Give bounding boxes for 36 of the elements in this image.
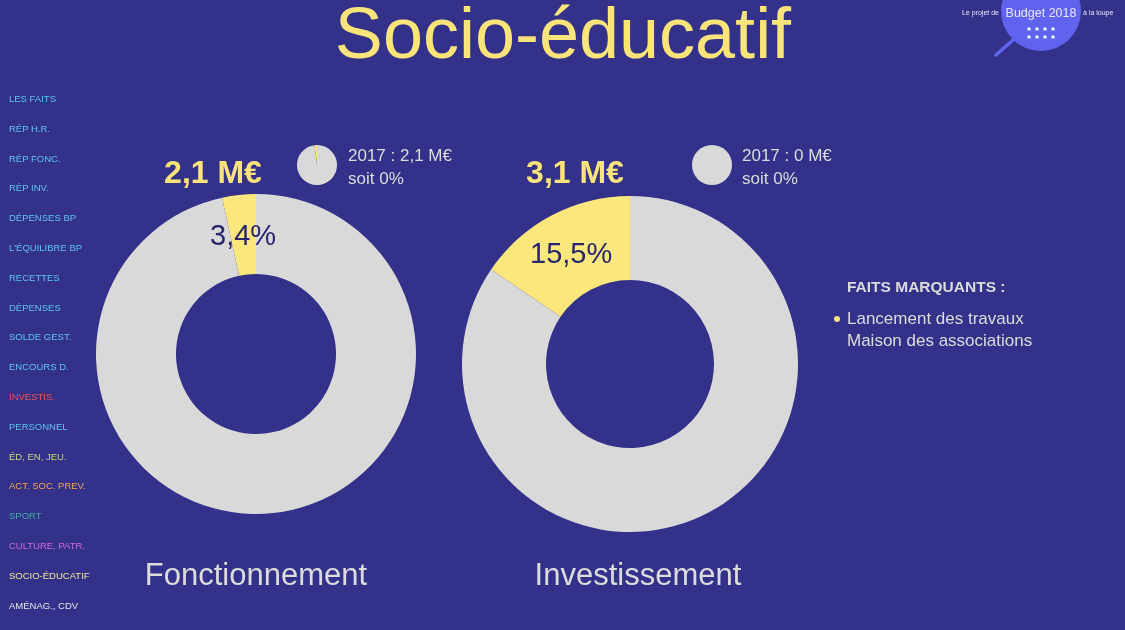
category-label: DÉPENSES xyxy=(9,301,61,314)
category-label: ACT. SOC. PREV. xyxy=(9,479,86,492)
text: Fonctionnement xyxy=(144,557,368,593)
pie-slice xyxy=(297,145,337,185)
data-label: 15,5% xyxy=(530,237,613,269)
category-label: L'ÉQUILIBRE BP xyxy=(9,241,83,254)
text: soit 0% xyxy=(742,169,798,189)
category-label: SOCIO-ÉDUCATIF xyxy=(9,569,90,582)
category-label: ENCOURS D. xyxy=(9,360,69,373)
text: 2017 : 0 M€ xyxy=(742,146,832,166)
donut-slice xyxy=(462,196,798,532)
text: Lancement des travaux Maison des associations xyxy=(847,308,1034,352)
text: soit 0% xyxy=(348,169,404,189)
category-label: RÉP H.R. xyxy=(9,122,51,135)
category-label: AMÉNAG., CDV xyxy=(9,599,79,612)
text: Investissement xyxy=(534,557,742,593)
category-label: RÉP FONC. xyxy=(9,152,61,165)
category-label: CULTURE, PATR. xyxy=(9,539,86,552)
category-label: SOLDE GEST. xyxy=(9,330,72,343)
category-label: PERSONNEL xyxy=(9,420,68,433)
donut-slice xyxy=(96,194,416,514)
category-label: RÉP INV. xyxy=(9,181,49,194)
category-label: RECETTES xyxy=(9,271,60,284)
text: FAITS MARQUANTS : xyxy=(847,278,1006,296)
category-label: DÉPENSES BP xyxy=(9,211,77,224)
category-label: LES FAITS xyxy=(9,92,56,105)
text: 3,1 M€ xyxy=(526,153,624,191)
text: 2,1 M€ xyxy=(164,153,262,191)
category-label: SPORT xyxy=(9,509,42,522)
donut-slice xyxy=(491,196,630,317)
category-label: ÉD, EN, JEU. xyxy=(9,450,67,463)
text: Budget 2018 xyxy=(1005,5,1077,21)
text: 2017 : 2,1 M€ xyxy=(348,146,452,166)
text: Socio-éducatif xyxy=(334,0,792,73)
category-label: INVESTIS. xyxy=(9,390,55,403)
data-label: 3,4% xyxy=(210,219,277,251)
